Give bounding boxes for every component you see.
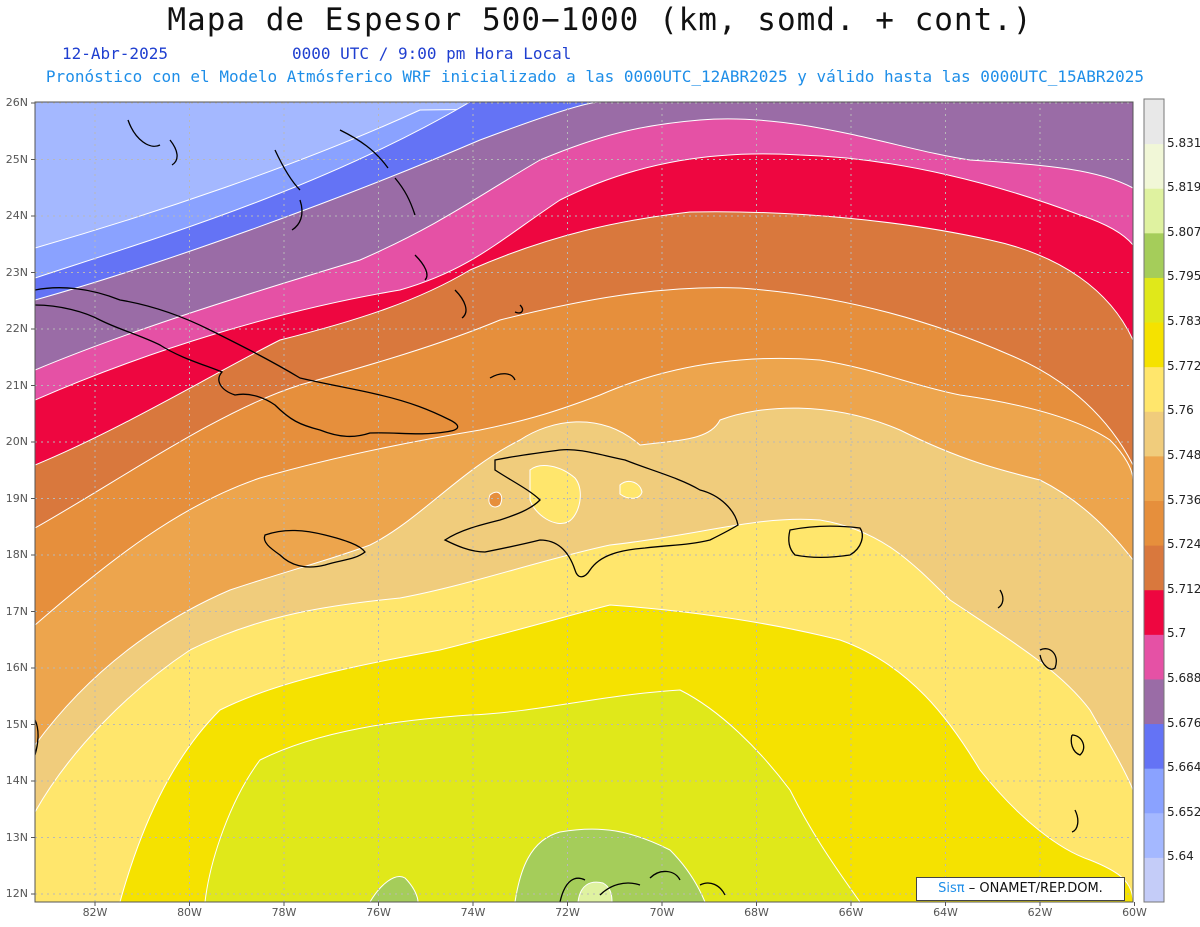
map-title: Mapa de Espesor 500−1000 (km, somd. + co…	[167, 2, 1033, 38]
credit-text: – ONAMET/REP.DOM.	[968, 881, 1103, 896]
coast-central-america	[35, 719, 39, 756]
coast-lesser-antilles	[997, 589, 1085, 833]
longitude-label: 66W	[838, 906, 864, 919]
contour-fill-layer	[35, 102, 1133, 902]
longitude-label: 82W	[82, 906, 108, 919]
latitude-label: 24N	[5, 209, 28, 222]
colorbar-label: 5.76	[1167, 403, 1194, 418]
colorbar-label: 5.795	[1167, 269, 1200, 284]
latitude-label: 13N	[5, 830, 28, 844]
latitude-label: 25N	[5, 152, 28, 166]
axis-ticks	[31, 102, 1135, 906]
colorbar-label: 5.676	[1167, 715, 1200, 730]
coast-bahamas-3	[339, 129, 416, 216]
colorbar-label: 5.712	[1167, 581, 1200, 596]
coast-bahamas-1	[127, 119, 178, 166]
colorbar-label: 5.652	[1167, 804, 1200, 819]
latitude-label: 23N	[5, 265, 28, 279]
longitude-label: 70W	[649, 906, 675, 919]
coast-venezuela	[559, 870, 726, 902]
latitude-label: 18N	[5, 548, 28, 561]
latitude-label: 21N	[5, 378, 28, 392]
map-frame	[34, 101, 1134, 903]
credit-brand: Sisπ	[938, 881, 965, 896]
colorbar-label: 5.783	[1167, 314, 1200, 329]
latitude-label: 20N	[5, 435, 28, 448]
latitude-label: 14N	[5, 774, 28, 787]
model-description: Pronóstico con el Modelo Atmósferico WRF…	[45, 67, 1145, 86]
lat-lon-grid	[35, 102, 1133, 902]
longitude-label: 78W	[271, 906, 297, 919]
band-5.795	[514, 828, 706, 902]
colorbar-label: 5.664	[1167, 760, 1200, 775]
colorbar-label: 5.736	[1167, 492, 1200, 507]
coast-hispaniola	[443, 449, 739, 578]
latitude-label: 26N	[5, 96, 28, 109]
longitude-label: 72W	[555, 906, 580, 919]
band-5.783	[204, 689, 861, 902]
latitude-label: 16N	[5, 661, 28, 674]
colorbar-label: 5.724	[1167, 537, 1200, 552]
latitude-label: 15N	[5, 717, 28, 731]
band-5.795-west	[369, 876, 419, 902]
colorbar-label: 5.688	[1167, 670, 1200, 685]
longitude-label: 62W	[1027, 906, 1053, 919]
band-5.807	[577, 881, 613, 902]
colorbar-label: 5.772	[1167, 358, 1200, 373]
longitude-label: 74W	[460, 906, 486, 919]
colorbar-label: 5.819	[1167, 180, 1200, 195]
colorbar-label: 5.64	[1167, 849, 1194, 864]
coast-turks	[489, 304, 524, 381]
forecast-date: 12-Abr-2025	[62, 44, 168, 63]
colorbar-label: 5.831	[1167, 135, 1200, 150]
longitude-label: 60W	[1122, 906, 1147, 919]
coast-puerto-rico	[788, 525, 863, 558]
colorbar-label: 5.7	[1167, 626, 1187, 641]
longitude-label: 76W	[366, 906, 391, 919]
coast-bahamas-4	[414, 254, 467, 319]
latitude-label: 12N	[5, 887, 28, 900]
coastlines	[35, 119, 1085, 902]
latitude-label: 19N	[5, 491, 28, 505]
coast-bahamas-2	[274, 149, 303, 231]
longitude-label: 68W	[744, 906, 769, 919]
forecast-time: 0000 UTC / 9:00 pm Hora Local	[292, 44, 572, 63]
pocket-hispaniola-b	[619, 481, 643, 499]
colorbar-label: 5.807	[1167, 224, 1200, 239]
latitude-label: 22N	[5, 322, 28, 335]
coast-jamaica	[263, 529, 366, 568]
colorbar-label: 5.748	[1167, 447, 1200, 462]
longitude-label: 64W	[933, 906, 958, 919]
pocket-cuba	[488, 491, 503, 508]
latitude-label: 17N	[5, 604, 28, 618]
credit-box: Sisπ – ONAMET/REP.DOM.	[916, 877, 1125, 901]
longitude-label: 80W	[177, 906, 202, 919]
coast-cuba	[35, 287, 459, 438]
